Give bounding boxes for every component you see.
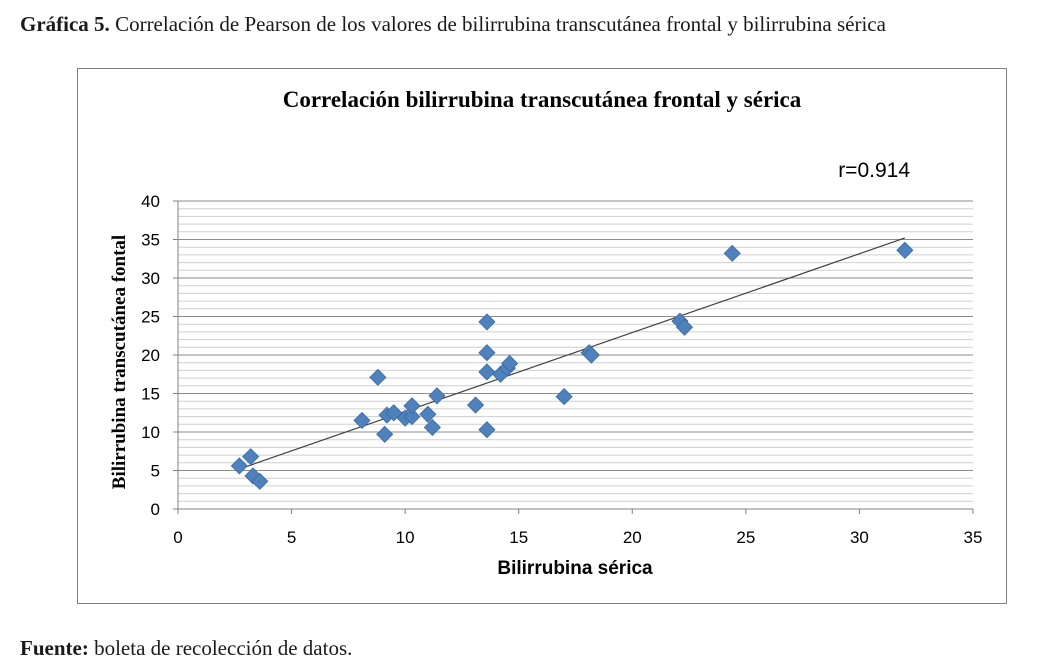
data-point: [582, 346, 600, 364]
data-point: [403, 397, 421, 415]
data-point: [369, 368, 387, 386]
chart-title: Correlación bilirrubina transcutánea fro…: [283, 87, 802, 112]
data-point: [723, 244, 741, 262]
y-tick-label: 0: [151, 500, 160, 519]
data-point: [385, 404, 403, 422]
x-tick-label: 30: [850, 528, 869, 547]
y-axis-label: Bilirrubina transcutánea fontal: [109, 235, 130, 489]
caption-label: Gráfica 5.: [20, 12, 110, 36]
grid-lines: [178, 200, 973, 502]
data-point: [376, 425, 394, 443]
y-tick-label: 15: [141, 385, 160, 404]
data-point: [675, 318, 694, 336]
data-point: [242, 448, 260, 466]
x-tick-label: 15: [509, 528, 528, 547]
data-point: [555, 388, 573, 406]
data-point: [230, 457, 248, 475]
trend-line: [245, 237, 906, 468]
x-tick-label: 20: [623, 528, 642, 547]
y-tick-label: 30: [141, 269, 160, 288]
data-point: [478, 421, 496, 439]
data-point: [896, 241, 914, 259]
data-point: [478, 363, 496, 381]
data-point: [428, 387, 446, 405]
y-tick-label: 35: [141, 231, 160, 250]
data-point: [353, 411, 371, 430]
data-points: [230, 241, 914, 490]
x-tick-label: 25: [736, 528, 755, 547]
y-tick-label: 20: [141, 346, 160, 365]
data-point: [466, 396, 485, 414]
data-point: [251, 472, 269, 490]
data-point: [403, 408, 421, 426]
tick-labels: 0 5 10 15 20 25 30 35 0 5 10 15 20 25 30 35 40: [141, 192, 982, 547]
figure-caption: Gráfica 5. Correlación de Pearson de los…: [20, 12, 886, 37]
source-text: boleta de recolección de datos.: [88, 636, 353, 660]
y-tick-label: 5: [151, 462, 160, 481]
x-axis-label: Bilirrubina sérica: [497, 558, 653, 579]
y-tick-label: 40: [141, 192, 160, 211]
data-point: [419, 405, 437, 423]
x-tick-label: 5: [287, 528, 296, 547]
data-point: [423, 418, 441, 436]
data-point: [478, 313, 496, 331]
caption-text: Correlación de Pearson de los valores de…: [109, 12, 886, 36]
y-tick-label: 25: [141, 308, 160, 327]
chart-frame: [77, 68, 1007, 604]
x-tick-label: 0: [173, 528, 182, 547]
figure-source: Fuente: boleta de recolección de datos.: [20, 636, 352, 661]
x-tick-label: 35: [964, 528, 983, 547]
y-tick-label: 10: [141, 423, 160, 442]
x-tick-label: 10: [396, 528, 415, 547]
data-point: [478, 344, 496, 362]
data-point: [501, 354, 519, 373]
source-label: Fuente:: [20, 636, 89, 660]
correlation-annotation: r=0.914: [838, 159, 910, 182]
axes: [173, 200, 974, 514]
data-point: [244, 467, 262, 485]
